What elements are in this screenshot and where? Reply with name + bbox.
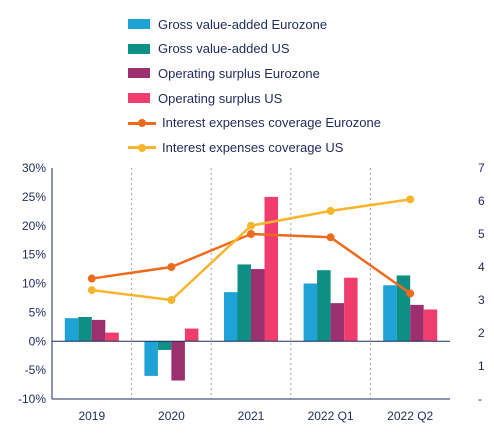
point-interest-expenses-coverage-us-2022-q2 (406, 195, 415, 204)
x-tick-label: 2022 Q1 (308, 409, 354, 423)
point-interest-expenses-coverage-us-2021 (247, 221, 255, 230)
bar-gross-value-added-us-2019 (78, 316, 92, 342)
point-interest-expenses-coverage-eurozone-2022-q1 (326, 233, 335, 242)
bar-operating-surplus-eurozone-2022-q2 (410, 304, 424, 342)
legend-label-iec-us: Interest expenses coverage US (162, 139, 344, 155)
legend-swatch-os-us (128, 93, 150, 104)
point-interest-expenses-coverage-eurozone-2021 (247, 230, 255, 238)
x-tick-label: 2021 (238, 409, 265, 423)
y-left-tick-label: 0% (29, 334, 47, 348)
point-interest-expenses-coverage-eurozone-2022-q2 (406, 289, 415, 298)
legend-label-gva-eurozone: Gross value-added Eurozone (158, 16, 328, 32)
bar-gross-value-added-us-2020 (157, 341, 172, 350)
legend-label-iec-eurozone: Interest expenses coverage Eurozone (162, 115, 381, 131)
y-right-tick-label: 5 (478, 227, 485, 241)
bar-operating-surplus-us-2022-q2 (423, 309, 438, 342)
y-left-tick-label: 20% (22, 219, 46, 233)
bar-gross-value-added-us-2021 (237, 264, 251, 342)
bar-gross-value-added-eurozone-2021 (224, 292, 238, 342)
point-interest-expenses-coverage-eurozone-2019 (87, 274, 96, 283)
legend-swatch-iec-eurozone (128, 118, 156, 128)
bar-operating-surplus-eurozone-2022-q1 (330, 303, 345, 342)
y-left-tick-label: 30% (22, 161, 46, 175)
y-right-tick-label: 7 (478, 161, 485, 175)
point-interest-expenses-coverage-us-2019 (87, 286, 96, 295)
bar-gross-value-added-us-2022-q1 (317, 270, 331, 342)
legend-item-os-eurozone: Operating surplus Eurozone (128, 61, 381, 86)
y-left-tick-label: 25% (22, 190, 46, 204)
y-left-tick-label: -10% (18, 392, 46, 406)
y-right-tick-label: - (478, 392, 482, 406)
legend-item-os-us: Operating surplus US (128, 86, 381, 111)
point-interest-expenses-coverage-us-2020 (167, 296, 176, 304)
legend-swatch-gva-us (128, 43, 150, 54)
bar-gross-value-added-eurozone-2022-q1 (303, 283, 318, 342)
point-interest-expenses-coverage-us-2022-q1 (326, 206, 335, 215)
x-tick-label: 2019 (78, 409, 105, 423)
bar-operating-surplus-us-2022-q1 (344, 277, 358, 342)
bar-gross-value-added-eurozone-2022-q2 (383, 285, 397, 342)
legend-item-iec-us: Interest expenses coverage US (128, 135, 381, 160)
y-left-tick-label: 15% (22, 248, 46, 262)
y-left-tick-label: 5% (29, 305, 47, 319)
y-right-tick-label: 4 (478, 260, 485, 274)
y-right-tick-label: 2 (478, 326, 485, 340)
y-right-tick-label: 3 (478, 293, 485, 307)
legend-swatch-os-eurozone (128, 68, 150, 79)
y-left-tick-label: -5% (25, 363, 47, 377)
bar-operating-surplus-us-2020 (184, 328, 199, 342)
y-right-tick-label: 1 (478, 359, 485, 373)
bar-operating-surplus-us-2021 (264, 196, 278, 342)
legend-swatch-gva-eurozone (128, 19, 150, 30)
y-left-tick-label: 10% (22, 277, 46, 291)
legend-item-iec-eurozone: Interest expenses coverage Eurozone (128, 110, 381, 135)
legend-swatch-iec-us (128, 142, 156, 152)
legend-label-os-eurozone: Operating surplus Eurozone (158, 65, 320, 81)
bar-operating-surplus-us-2019 (105, 332, 119, 342)
bar-gross-value-added-eurozone-2019 (64, 318, 79, 342)
bar-gross-value-added-eurozone-2020 (144, 341, 158, 376)
point-interest-expenses-coverage-eurozone-2020 (167, 263, 176, 271)
legend-label-os-us: Operating surplus US (158, 90, 283, 106)
bar-operating-surplus-eurozone-2020 (171, 341, 185, 381)
chart-legend: Gross value-added Eurozone Gross value-a… (128, 12, 381, 160)
x-tick-label: 2022 Q2 (387, 409, 433, 423)
x-tick-label: 2020 (158, 409, 185, 423)
bar-operating-surplus-eurozone-2021 (251, 269, 265, 342)
y-right-tick-label: 6 (478, 194, 485, 208)
bar-operating-surplus-eurozone-2019 (91, 319, 106, 342)
legend-label-gva-us: Gross value-added US (158, 41, 290, 57)
legend-item-gva-us: Gross value-added US (128, 37, 381, 62)
legend-item-gva-eurozone: Gross value-added Eurozone (128, 12, 381, 37)
